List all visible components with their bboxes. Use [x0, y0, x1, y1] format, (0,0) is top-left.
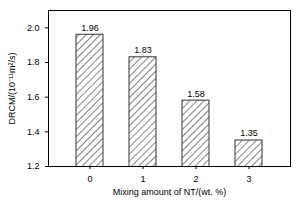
svg-text:2.0: 2.0: [27, 23, 40, 33]
svg-text:1.6: 1.6: [27, 92, 40, 102]
svg-text:1.35: 1.35: [240, 128, 258, 138]
svg-text:1.4: 1.4: [27, 127, 40, 137]
svg-text:1.83: 1.83: [134, 45, 152, 55]
svg-text:3: 3: [246, 174, 251, 184]
svg-text:DRCM/(10⁻¹¹m²/s): DRCM/(10⁻¹¹m²/s): [7, 53, 17, 125]
svg-text:Mixing amount of NT/(wt. %): Mixing amount of NT/(wt. %): [113, 187, 227, 197]
svg-text:1: 1: [140, 174, 145, 184]
svg-text:2: 2: [193, 174, 198, 184]
svg-text:1.2: 1.2: [27, 161, 40, 171]
svg-text:1.8: 1.8: [27, 57, 40, 67]
svg-text:1.96: 1.96: [81, 23, 99, 33]
svg-text:0: 0: [87, 174, 92, 184]
svg-text:1.58: 1.58: [187, 89, 205, 99]
